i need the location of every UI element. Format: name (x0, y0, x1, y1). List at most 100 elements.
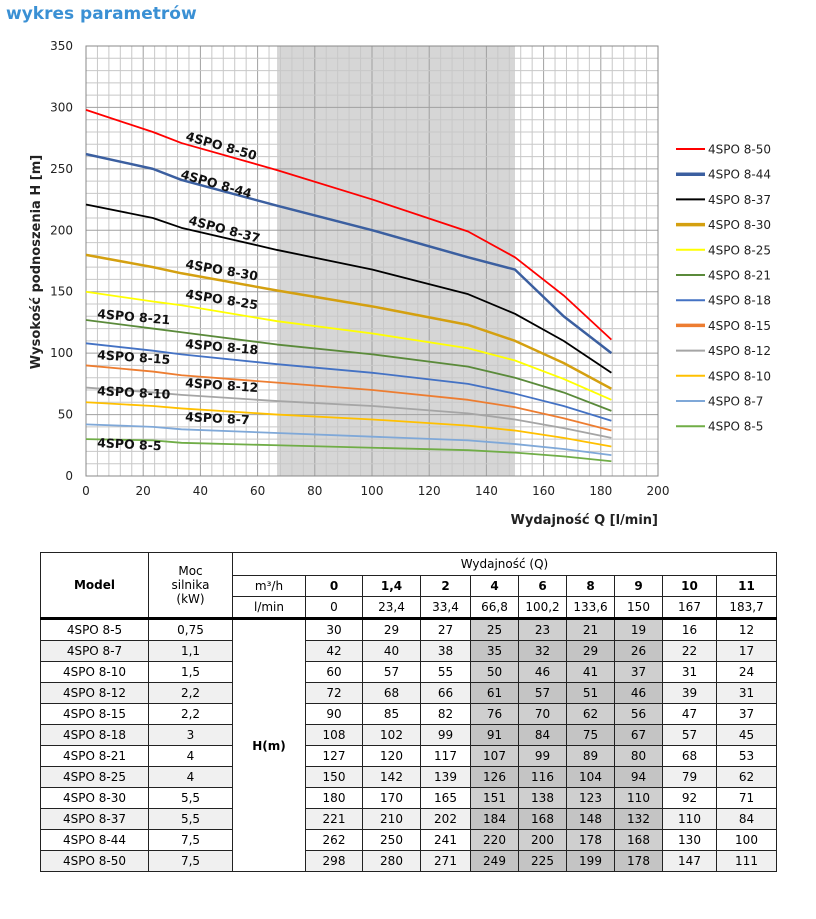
head-cell: 92 (662, 787, 717, 809)
head-cell: 29 (566, 640, 615, 662)
head-cell: 71 (716, 787, 777, 809)
head-cell: 262 (305, 829, 363, 851)
header-model: Model (40, 552, 149, 619)
curve-label: 4SPO 8-15 (97, 347, 171, 367)
head-cell: 42 (305, 640, 363, 662)
table-row: 4SPO 8-7 1,1 42 40 38 35 32 29 26 22 17 (40, 640, 777, 662)
head-cell: 79 (662, 766, 717, 788)
power-cell: 2,2 (148, 703, 233, 725)
model-cell: 4SPO 8-30 (40, 787, 149, 809)
table-row: 4SPO 8-15 2,2 90 85 82 76 70 62 56 47 37 (40, 703, 777, 725)
head-cell: 25 (470, 617, 519, 641)
head-cell: 225 (518, 850, 567, 872)
head-cell: 200 (518, 829, 567, 851)
curve-label: 4SPO 8-21 (97, 306, 171, 327)
head-cell: 16 (662, 617, 717, 641)
head-cell: 127 (305, 745, 363, 767)
head-cell: 298 (305, 850, 363, 872)
head-cell: 84 (518, 724, 567, 746)
head-cell: 38 (420, 640, 471, 662)
x-tick-label: 60 (250, 484, 265, 498)
model-cell: 4SPO 8-12 (40, 682, 149, 704)
plot-border (85, 45, 659, 477)
head-cell: 108 (305, 724, 363, 746)
head-cell: 30 (305, 617, 363, 641)
power-cell: 0,75 (148, 617, 233, 641)
flow-lmin: 167 (662, 596, 717, 619)
head-cell: 75 (566, 724, 615, 746)
legend-label: 4SPO 8-44 (708, 168, 771, 182)
x-tick-label: 80 (307, 484, 322, 498)
head-cell: 111 (716, 850, 777, 872)
head-cell: 60 (305, 661, 363, 683)
series-line-4SPO-8-50 (85, 109, 612, 341)
head-cell: 170 (362, 787, 421, 809)
series-line-4SPO-8-15 (85, 364, 612, 432)
head-cell: 147 (662, 850, 717, 872)
curve-label: 4SPO 8-44 (179, 166, 254, 201)
head-cell: 123 (566, 787, 615, 809)
curve-label: 4SPO 8-7 (185, 409, 250, 427)
legend-label: 4SPO 8-37 (708, 193, 771, 207)
series-line-4SPO-8-7 (85, 423, 612, 457)
x-tick-label: 180 (589, 484, 612, 498)
y-tick-label: 300 (50, 100, 73, 114)
pump-curve-chart: 0 20 40 60 80 100 120 140 160 180 200 0 50 100 150 200 2… (29, 39, 771, 528)
head-cell: 66 (420, 682, 471, 704)
head-cell: 31 (716, 682, 777, 704)
head-cell: 50 (470, 661, 519, 683)
head-cell: 24 (716, 661, 777, 683)
flow-lmin: 23,4 (362, 596, 421, 619)
model-cell: 4SPO 8-44 (40, 829, 149, 851)
head-cell: 68 (662, 745, 717, 767)
series-line-4SPO-8-10 (85, 401, 612, 448)
series-line-4SPO-8-21 (85, 319, 612, 412)
head-cell: 46 (614, 682, 663, 704)
head-cell: 241 (420, 829, 471, 851)
head-cell: 37 (716, 703, 777, 725)
flow-lmin: 183,7 (716, 596, 777, 619)
legend-label: 4SPO 8-5 (708, 420, 763, 434)
head-cell: 40 (362, 640, 421, 662)
y-tick-label: 250 (50, 162, 73, 176)
y-tick-label: 150 (50, 285, 73, 299)
head-cell: 91 (470, 724, 519, 746)
head-cell: 99 (420, 724, 471, 746)
legend-label: 4SPO 8-18 (708, 294, 771, 308)
head-cell: 76 (470, 703, 519, 725)
head-cell: 99 (518, 745, 567, 767)
unit-m3h: m³/h (232, 575, 306, 597)
head-cell: 68 (362, 682, 421, 704)
page-title: wykres parametrów (6, 4, 197, 24)
head-cell: 53 (716, 745, 777, 767)
head-cell: 271 (420, 850, 471, 872)
head-cell: 70 (518, 703, 567, 725)
y-tick-label: 0 (65, 469, 73, 483)
head-cell: 139 (420, 766, 471, 788)
y-tick-label: 200 (50, 223, 73, 237)
head-cell: 57 (518, 682, 567, 704)
power-cell: 1,1 (148, 640, 233, 662)
head-cell: 80 (614, 745, 663, 767)
table-row: 4SPO 8-44 7,5 262 250 241 220 200 178 168 130 100 (40, 829, 777, 851)
flow-lmin: 0 (305, 596, 363, 619)
x-tick-label: 160 (532, 484, 555, 498)
legend-label: 4SPO 8-50 (708, 143, 771, 157)
head-cell: 150 (305, 766, 363, 788)
power-cell: 3 (148, 724, 233, 746)
head-cell: 220 (470, 829, 519, 851)
head-cell: 120 (362, 745, 421, 767)
flow-m3h: 8 (566, 575, 615, 597)
table-row: 4SPO 8-25 4 150 142 139 126 116 104 94 79 62 (40, 766, 777, 788)
head-cell: 151 (470, 787, 519, 809)
flow-m3h: 0 (305, 575, 363, 597)
head-cell: 39 (662, 682, 717, 704)
power-cell: 5,5 (148, 787, 233, 809)
head-cell: 22 (662, 640, 717, 662)
head-cell: 221 (305, 808, 363, 830)
x-tick-label: 120 (418, 484, 441, 498)
series-line-4SPO-8-25 (85, 290, 612, 401)
head-cell: 21 (566, 617, 615, 641)
table-row: 4SPO 8-12 2,2 72 68 66 61 57 51 46 39 31 (40, 682, 777, 704)
head-cell: 199 (566, 850, 615, 872)
